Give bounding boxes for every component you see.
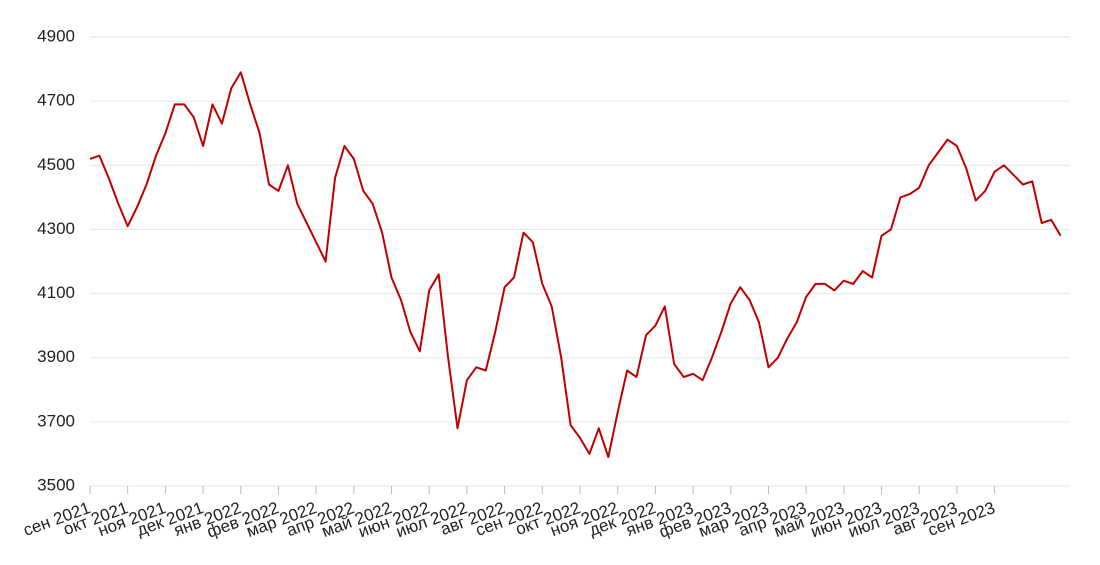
y-tick-label: 3500 — [37, 475, 75, 494]
y-tick-label: 4300 — [37, 219, 75, 238]
line — [89, 71, 1062, 459]
y-tick-label: 4100 — [37, 283, 75, 302]
y-tick-label: 4700 — [37, 91, 75, 110]
y-tick-label: 3900 — [37, 347, 75, 366]
y-tick-label: 3700 — [37, 411, 75, 430]
y-tick-label: 4900 — [37, 26, 75, 45]
y-tick-label: 4500 — [37, 155, 75, 174]
